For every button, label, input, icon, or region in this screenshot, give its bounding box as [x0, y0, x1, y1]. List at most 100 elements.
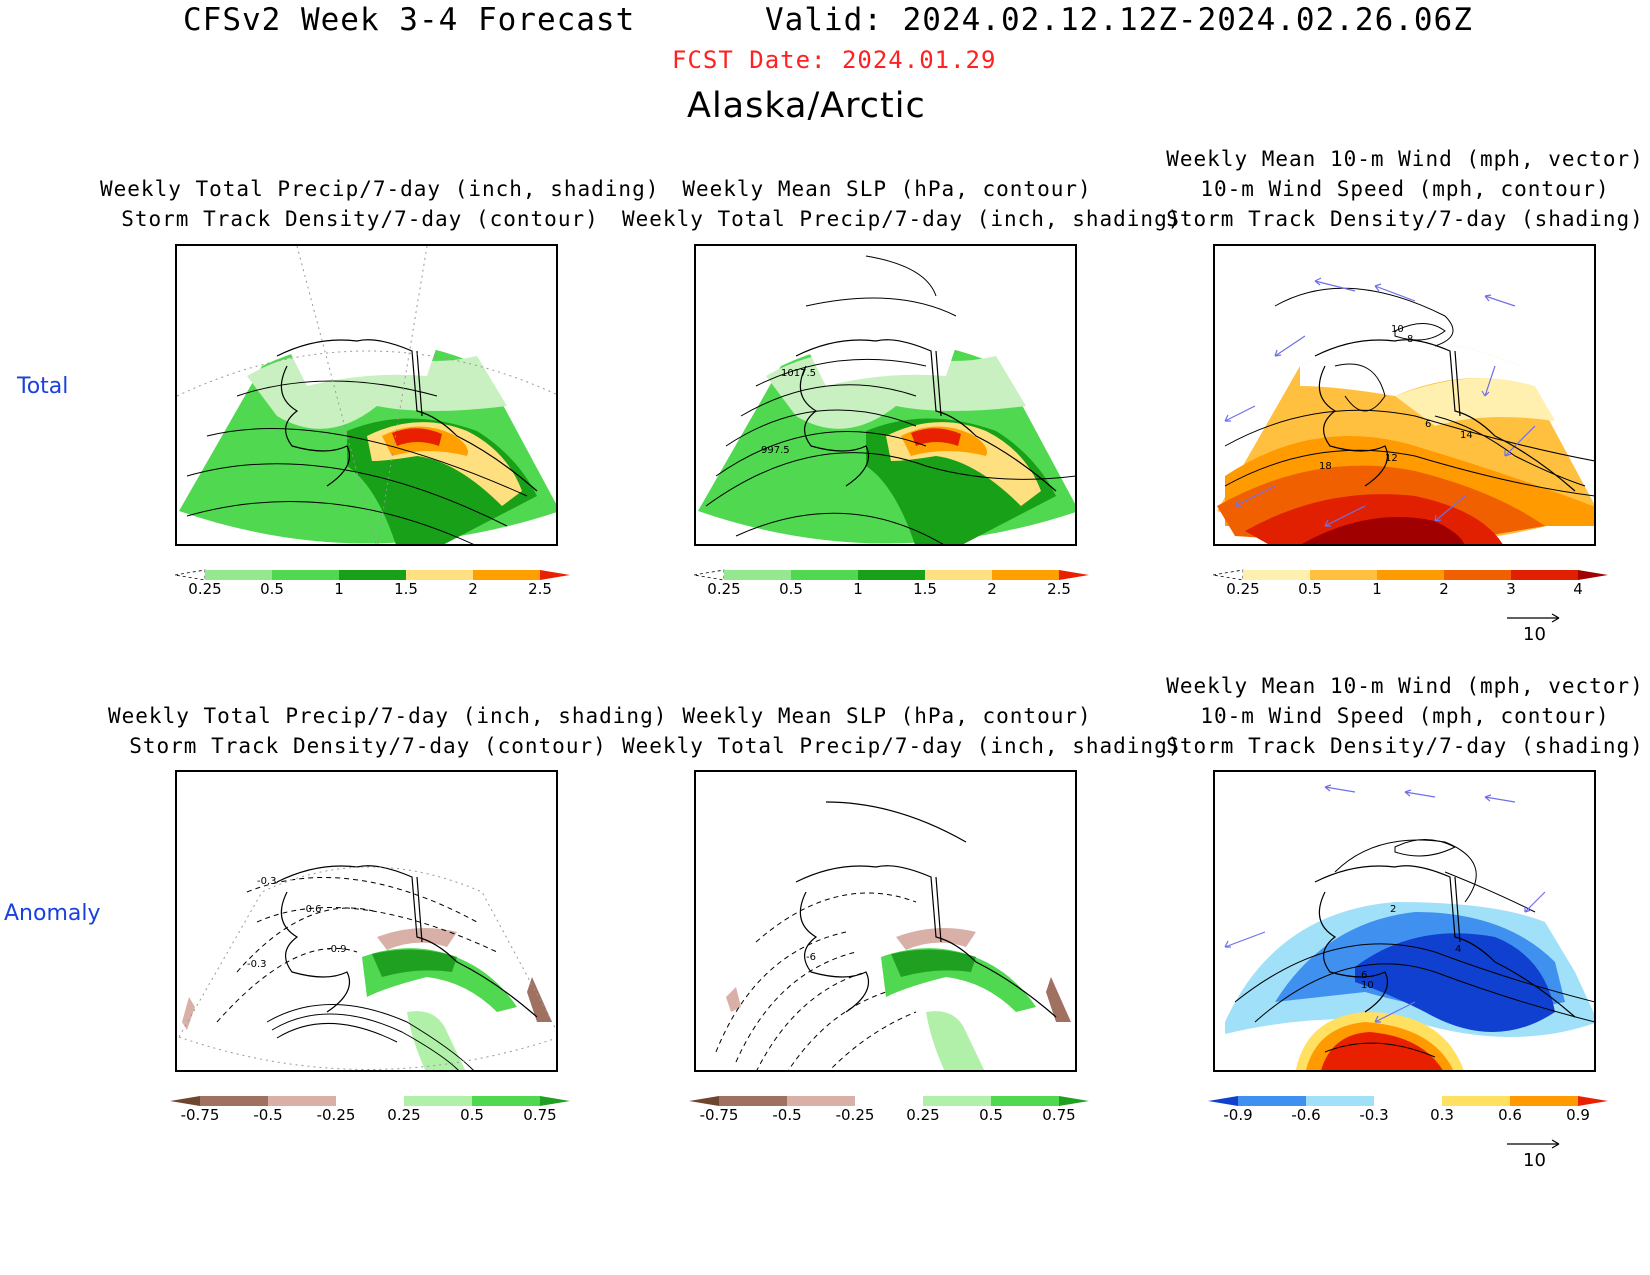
figure-title: CFSv2 Week 3-4 Forecast	[183, 2, 636, 38]
panel-title-wind-anom: Weekly Mean 10-m Wind (mph, vector) 10-m…	[1160, 671, 1650, 761]
colorbar-tick-label: 0.6	[1498, 1106, 1522, 1124]
colorbar-end-high	[540, 1096, 570, 1106]
colorbar-tick-label: 3	[1506, 580, 1516, 598]
colorbar-swatch	[1374, 1096, 1443, 1106]
map-panel-wind-total: 10 8 6 14 12 18	[1213, 244, 1596, 546]
colorbar-swatch	[1243, 570, 1311, 580]
coastline	[276, 865, 538, 1018]
coastline	[795, 339, 1057, 492]
colorbar-end-low	[694, 569, 725, 581]
map-slp-total: 1017.5 997.5	[698, 255, 1075, 544]
contour-label: -0.3	[257, 876, 277, 887]
wind-reference-arrow-anom: 10	[1505, 1136, 1565, 1186]
forecast-date: FCST Date: 2024.01.29	[672, 46, 997, 74]
colorbar-swatch	[1510, 1096, 1579, 1106]
wind-reference-value: 10	[1523, 624, 1546, 645]
coastline	[1314, 865, 1576, 1018]
colorbar-tick-label: 2.5	[528, 580, 552, 598]
colorbar-swatches	[175, 569, 570, 581]
map-precip-anom: -0.3 -0.6 -0.9 -0.3	[178, 865, 556, 1070]
colorbar-swatch	[404, 1096, 473, 1106]
contour-label: 18	[1319, 461, 1332, 472]
colorbar-swatch	[406, 570, 474, 580]
coastline	[795, 801, 1057, 1018]
contour-label: 6	[1425, 419, 1431, 430]
contour-label: 4	[1455, 944, 1461, 955]
colorbar-end-low	[170, 1096, 200, 1106]
colorbar-swatch	[336, 1096, 405, 1106]
colorbar-swatch	[205, 570, 273, 580]
panel-title-line: Storm Track Density/7-day (contour)	[129, 734, 607, 758]
colorbar-swatch	[339, 570, 407, 580]
colorbar-swatch	[925, 570, 993, 580]
wind-reference-value: 10	[1523, 1150, 1546, 1171]
wind-reference-arrow-total: 10	[1505, 610, 1565, 660]
contour-label: -0.9	[327, 944, 347, 955]
colorbar-tick-label: -0.9	[1223, 1106, 1253, 1124]
contour-label: 997.5	[761, 445, 790, 456]
colorbar-tick-label: 0.5	[979, 1106, 1003, 1124]
colorbar-tick-label: -0.3	[1359, 1106, 1389, 1124]
colorbar-tick-label: 0.5	[260, 580, 284, 598]
colorbar-tick-label: 0.25	[1226, 580, 1260, 598]
panel-title-line: Weekly Mean SLP (hPa, contour)	[682, 704, 1092, 728]
panel-title-line: 10-m Wind Speed (mph, contour)	[1200, 177, 1610, 201]
graticule	[177, 246, 556, 544]
colorbar-tick-label: 1	[334, 580, 344, 598]
colorbar-storm-anom: -0.9 -0.6 -0.3 0.3 0.6 0.9	[1208, 1094, 1608, 1134]
colorbar-precip-anom-2: -0.75 -0.5 -0.25 0.25 0.5 0.75	[689, 1094, 1089, 1134]
colorbar-end-low	[689, 1096, 719, 1106]
colorbar-tick-label: -0.75	[699, 1106, 739, 1124]
contour-label: 6	[1361, 970, 1367, 981]
contour-label: -0.6	[302, 904, 322, 915]
colorbar-end-high	[1059, 1096, 1089, 1106]
panel-title-line: Weekly Mean 10-m Wind (mph, vector)	[1166, 674, 1644, 698]
dry-anomaly-west	[726, 987, 741, 1012]
panel-title-line: Weekly Mean SLP (hPa, contour)	[682, 177, 1092, 201]
colorbar-tick-label: 0.3	[1430, 1106, 1454, 1124]
colorbar-swatches	[1213, 569, 1608, 581]
panel-title-line: Weekly Total Precip/7-day (inch, shading…	[622, 734, 1182, 758]
storm-track-contours	[186, 380, 528, 544]
strong-wet-anomaly-region	[372, 949, 457, 977]
colorbar-swatch	[719, 1096, 788, 1106]
valid-period: Valid: 2024.02.12.12Z-2024.02.26.06Z	[765, 2, 1473, 38]
colorbar-swatches	[1208, 1096, 1608, 1106]
strong-negative-region	[1355, 933, 1555, 1032]
colorbar-swatch	[268, 1096, 337, 1106]
colorbar-end-high	[1578, 1096, 1608, 1106]
colorbar-tick-label: -0.5	[772, 1106, 802, 1124]
colorbar-tick-label: -0.75	[180, 1106, 220, 1124]
colorbar-tick-label: 2	[468, 580, 478, 598]
colorbar-tick-label: 0.25	[387, 1106, 421, 1124]
colorbar-swatch	[991, 1096, 1060, 1106]
contour-label: 10	[1361, 980, 1374, 991]
max-precip-region	[911, 428, 961, 446]
colorbar-swatch	[272, 570, 340, 580]
colorbar-swatch	[1442, 1096, 1511, 1106]
dry-anomaly-east	[1046, 977, 1071, 1022]
dry-anomaly-region	[896, 928, 976, 950]
colorbar-tick-label: 2	[1439, 580, 1449, 598]
coastline	[276, 339, 538, 492]
map-precip-total	[177, 246, 556, 544]
panel-title-line: Storm Track Density/7-day (shading)	[1166, 207, 1644, 231]
panel-title-line: Storm Track Density/7-day (contour)	[121, 207, 599, 231]
row-label-anomaly: Anomaly	[4, 901, 101, 926]
colorbar-precip-anom: -0.75 -0.5 -0.25 0.25 0.5 0.75	[170, 1094, 570, 1134]
colorbar-swatch	[200, 1096, 269, 1106]
colorbar-swatches	[694, 569, 1089, 581]
colorbar-swatch	[724, 570, 792, 580]
colorbar-end-high	[1059, 570, 1089, 580]
colorbar-swatch	[1444, 570, 1512, 580]
panel-title-precip-total: Weekly Total Precip/7-day (inch, shading…	[100, 174, 658, 234]
wind-vectors	[1224, 784, 1546, 1023]
positive-anomaly-contours	[266, 1004, 474, 1070]
colorbar-swatch	[855, 1096, 924, 1106]
map-panel-wind-anom: 2 4 6 10	[1213, 770, 1596, 1072]
contour-label: -0.3	[247, 959, 267, 970]
contour-label: 10	[1391, 324, 1404, 335]
panel-title-slp-anom: Weekly Mean SLP (hPa, contour) Weekly To…	[622, 701, 1182, 761]
colorbar-tick-label: -0.25	[316, 1106, 356, 1124]
colorbar-swatch	[1310, 570, 1378, 580]
